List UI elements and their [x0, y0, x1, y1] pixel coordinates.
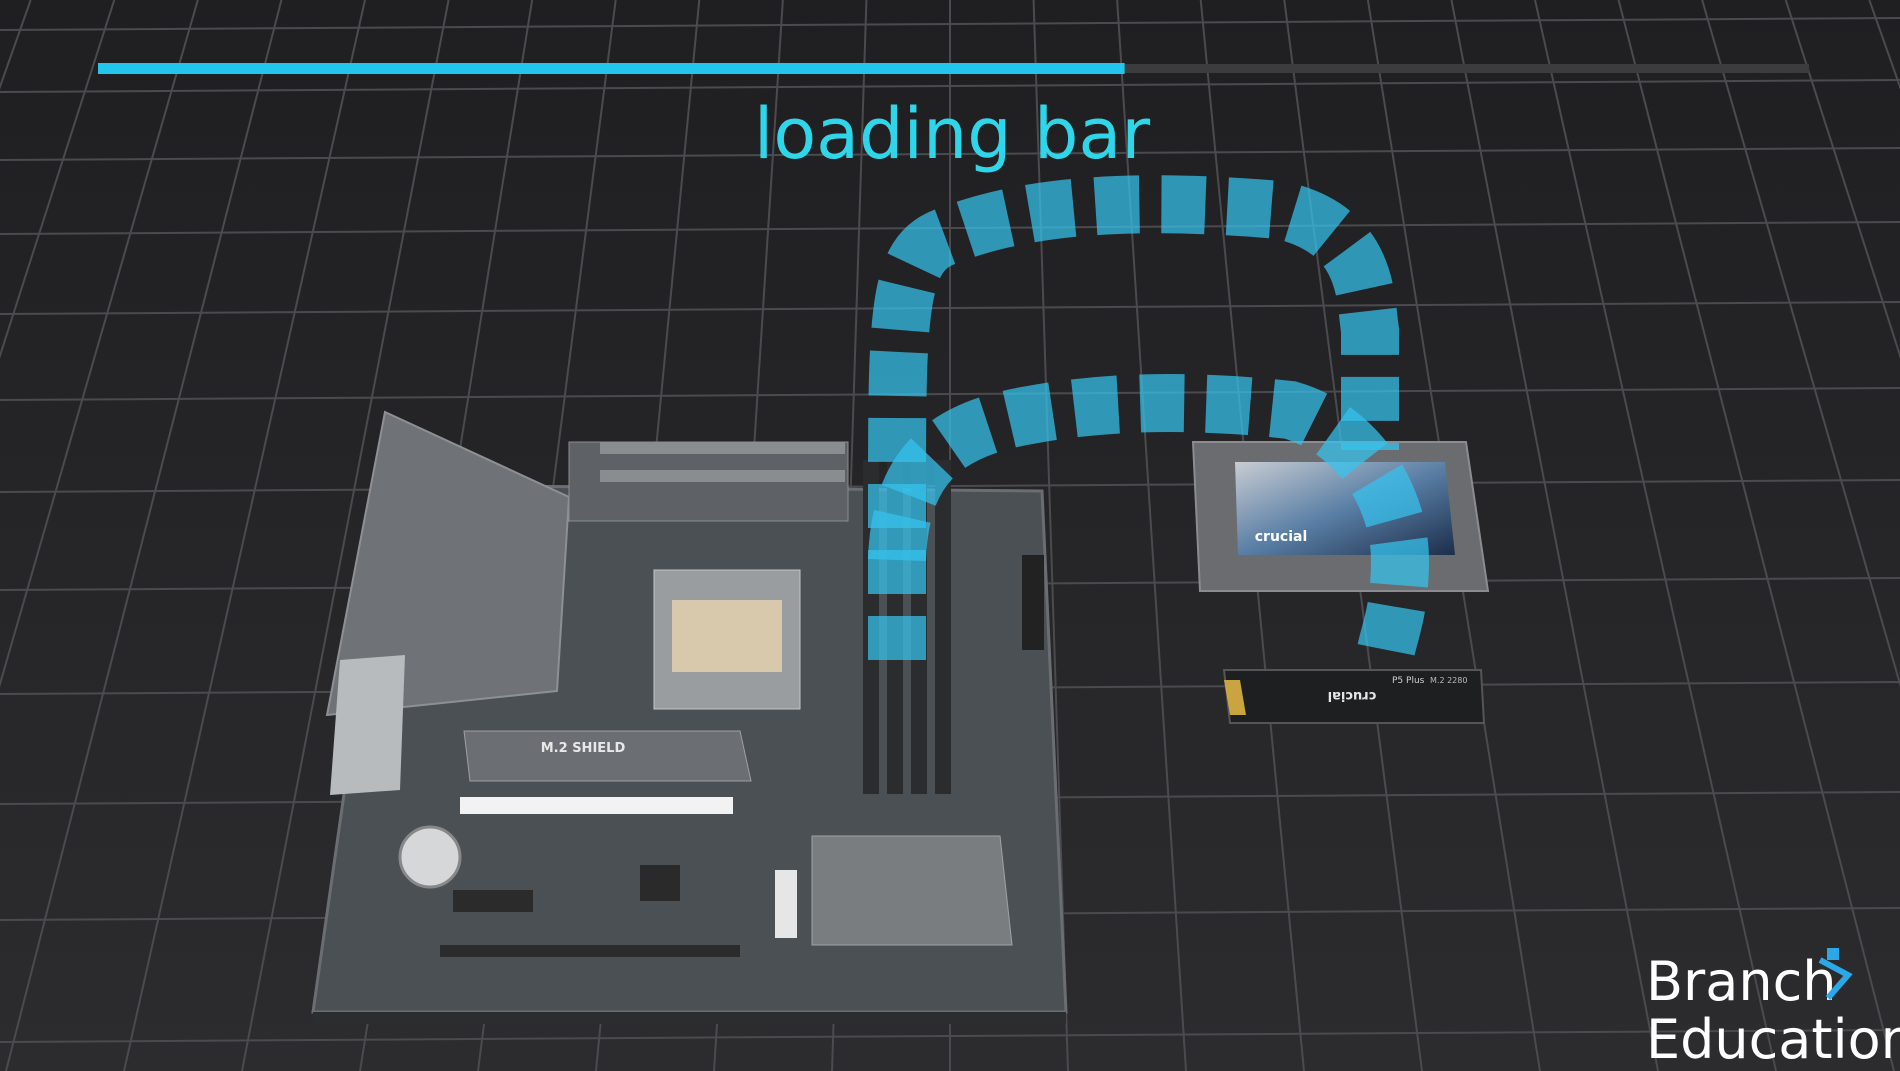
chipset-heatsink — [811, 835, 1013, 946]
logo-line1: Branch — [1646, 950, 1836, 1013]
grid-line — [123, 0, 366, 1071]
cmos-battery — [398, 825, 462, 889]
grid-line — [1617, 0, 1895, 1071]
grid-line — [0, 0, 199, 688]
nvme-form: M.2 2280 — [1430, 676, 1467, 685]
grid-line — [1534, 0, 1777, 1071]
nvme-ssd: crucial P5 Plus M.2 2280 — [1222, 669, 1486, 724]
nvme-contacts — [1224, 680, 1246, 715]
loading-fill — [98, 63, 1125, 74]
atx-power — [1022, 555, 1044, 650]
loading-label: loading bar — [754, 93, 1150, 175]
nvme-brand: crucial — [1328, 688, 1377, 703]
chip — [640, 865, 680, 901]
board-edge — [313, 1012, 1066, 1024]
logo: Branch Education — [1646, 948, 1900, 1071]
grid-line — [241, 0, 450, 1071]
heatsink-fin — [600, 442, 845, 454]
logo-line2: Education — [1646, 1008, 1900, 1071]
pcie-slot — [440, 945, 740, 957]
m2-shield — [463, 730, 752, 782]
flow-outer — [868, 175, 1399, 660]
cpu — [672, 600, 782, 672]
nvme-model: P5 Plus — [1392, 676, 1425, 686]
pcie-x1 — [453, 890, 533, 912]
grid-line — [1032, 0, 1069, 1071]
flow-inner — [868, 374, 1430, 662]
grid-line — [1701, 0, 1900, 688]
m2-slot — [775, 870, 797, 938]
grid-line — [0, 0, 116, 359]
io-shroud — [325, 410, 571, 717]
pcie-slot — [460, 797, 733, 814]
heatsink-fin — [600, 470, 845, 482]
grid-line — [1450, 0, 1659, 1071]
nvme-board — [1222, 669, 1486, 724]
shield-label: M.2 SHIELD — [541, 741, 626, 756]
io-bracket — [330, 655, 405, 795]
grid-line — [5, 0, 283, 1071]
ssd-brand: crucial — [1255, 529, 1308, 545]
grid-line — [1784, 0, 1900, 359]
logo-arrow — [1818, 957, 1853, 1000]
data-flow — [868, 175, 1430, 662]
logo-dot — [1827, 948, 1839, 960]
motherboard: M.2 SHIELD — [311, 410, 1068, 1024]
